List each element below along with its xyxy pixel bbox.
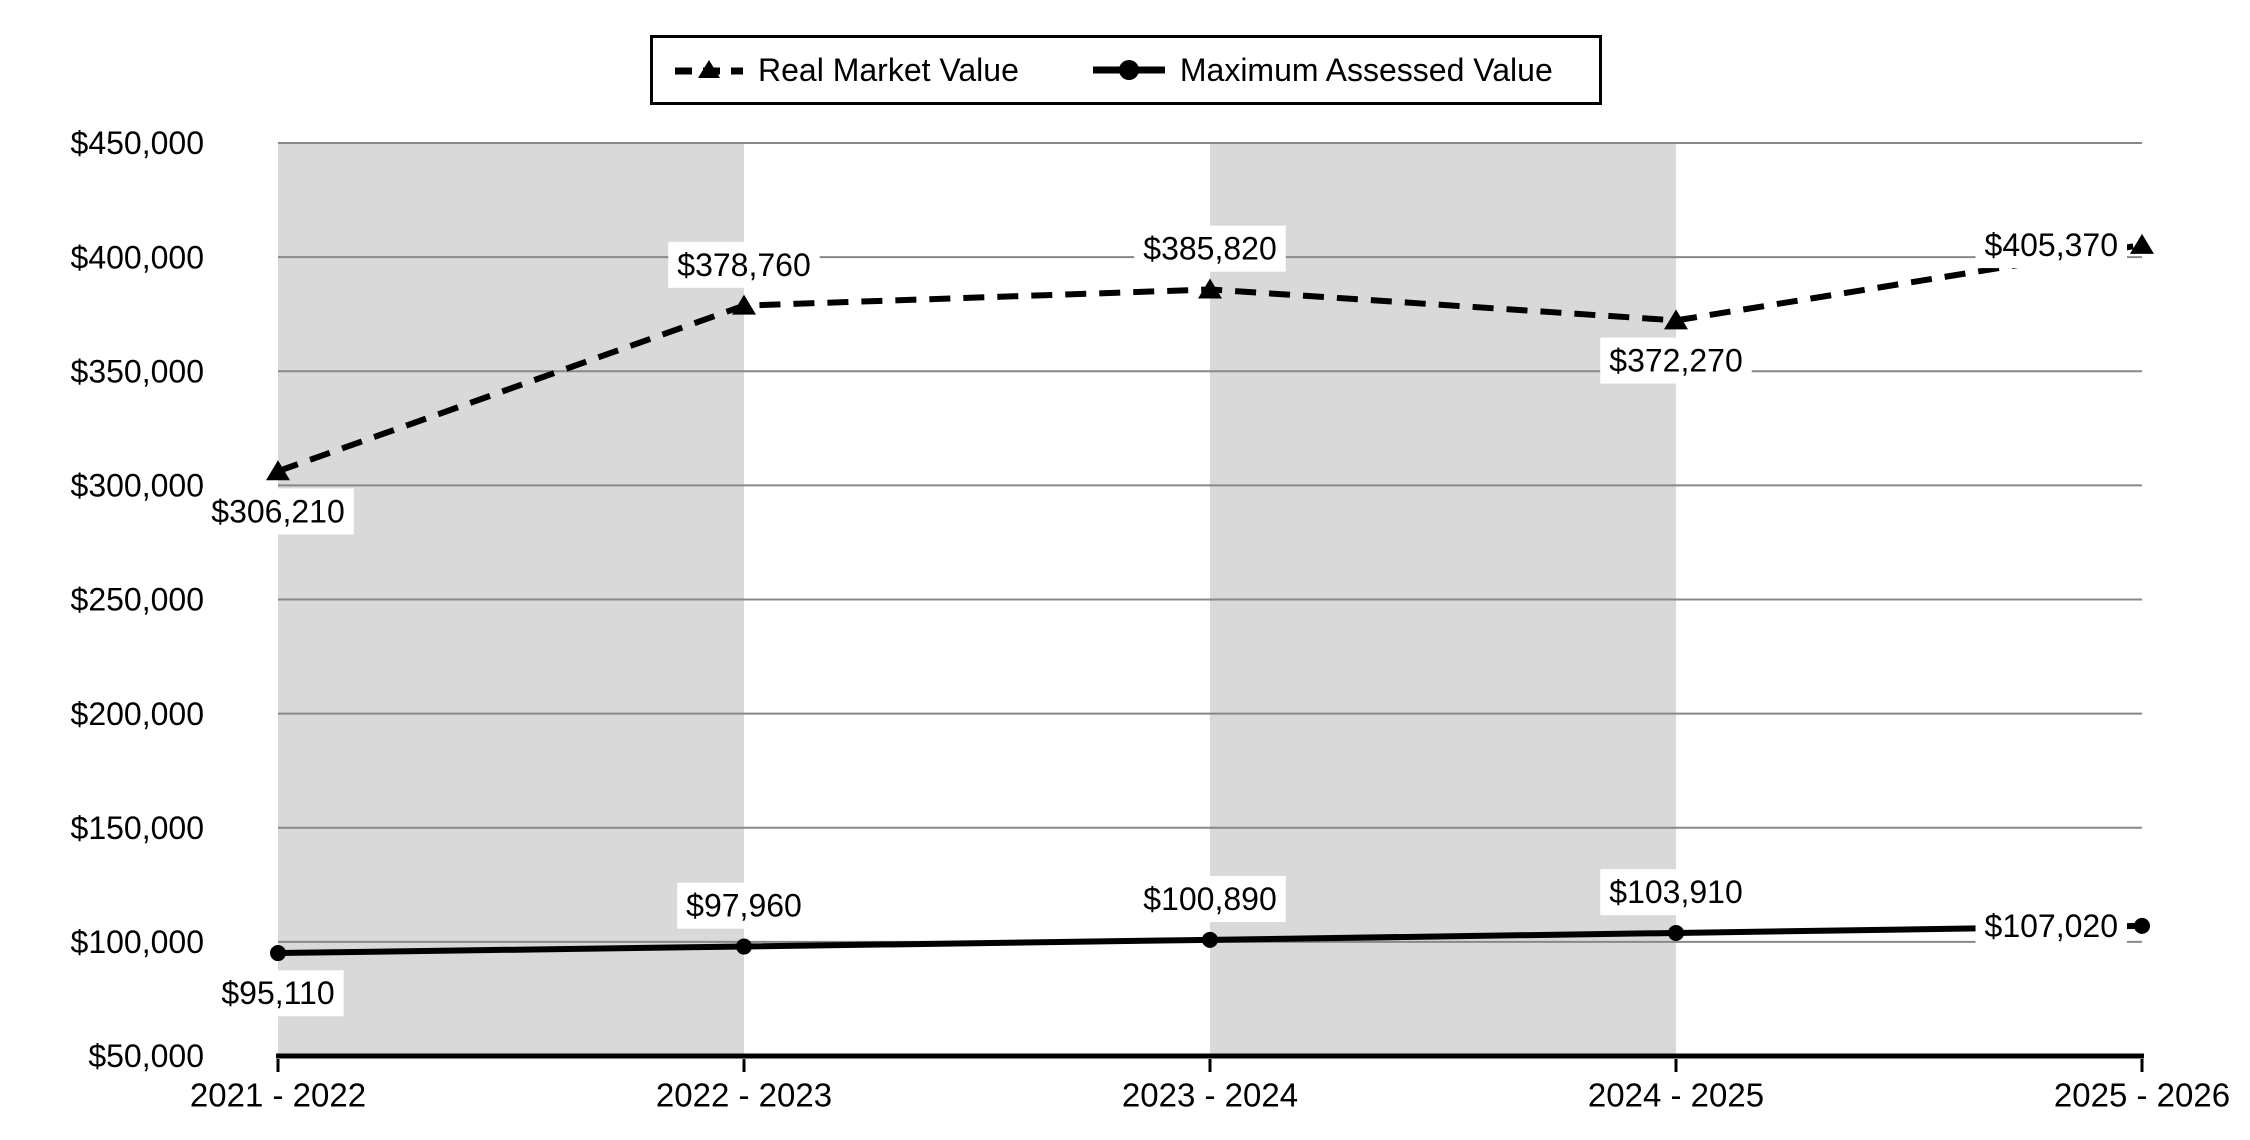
legend-item-real-market-value: Real Market Value (675, 54, 1019, 86)
circle-marker (1668, 924, 1684, 941)
x-tick-label: 2025 - 2026 (2054, 1077, 2230, 1114)
data-label-bg (1975, 222, 2127, 269)
y-tick-label: $100,000 (71, 924, 204, 960)
data-label: $107,020 (1985, 908, 2118, 944)
data-label: $378,760 (677, 247, 810, 283)
x-tick-label: 2024 - 2025 (1588, 1077, 1764, 1114)
x-tick-label: 2023 - 2024 (1122, 1077, 1298, 1114)
data-label-bg (212, 970, 344, 1017)
data-label: $405,370 (1985, 227, 2118, 263)
x-tick-label: 2022 - 2023 (656, 1077, 832, 1114)
data-label: $100,890 (1143, 881, 1276, 917)
circle-marker (270, 945, 286, 962)
data-label: $103,910 (1609, 874, 1742, 910)
data-label-bg (202, 488, 354, 535)
y-tick-label: $450,000 (71, 125, 204, 161)
data-label-bg (1600, 869, 1752, 916)
data-label-bg (1134, 225, 1286, 272)
triangle-marker (1198, 278, 1222, 299)
data-label-bg (1975, 903, 2127, 950)
y-tick-label: $150,000 (71, 810, 204, 846)
data-label: $306,210 (211, 493, 344, 529)
y-tick-label: $50,000 (88, 1038, 204, 1074)
solid-line-circle-icon (1092, 59, 1165, 81)
y-tick-label: $350,000 (71, 353, 204, 389)
data-label: $95,110 (221, 975, 334, 1011)
legend-label-real-market-value: Real Market Value (758, 52, 1019, 88)
data-label: $385,820 (1143, 231, 1276, 267)
data-label: $97,960 (686, 888, 802, 924)
y-tick-label: $400,000 (71, 239, 204, 275)
y-tick-label: $250,000 (71, 582, 204, 618)
triangle-marker (1664, 309, 1688, 330)
y-tick-label: $300,000 (71, 468, 204, 504)
circle-marker (736, 938, 752, 955)
data-label-bg (677, 882, 811, 929)
circle-marker (2134, 917, 2150, 934)
triangle-marker (732, 294, 756, 315)
dashed-line-triangle-icon (675, 59, 743, 81)
data-label-bg (1134, 876, 1286, 923)
circle-marker (1202, 931, 1218, 948)
legend: Real Market Value Maximum Assessed Value (650, 35, 1602, 105)
y-tick-label: $200,000 (71, 696, 204, 732)
triangle-marker (2130, 233, 2154, 254)
triangle-marker (266, 460, 290, 481)
legend-label-maximum-assessed-value: Maximum Assessed Value (1179, 52, 1553, 88)
data-label-bg (1600, 337, 1752, 384)
x-tick-label: 2021 - 2022 (190, 1077, 366, 1114)
legend-item-maximum-assessed-value: Maximum Assessed Value (1092, 52, 1553, 88)
data-label: $372,270 (1609, 343, 1742, 379)
data-label-bg (668, 241, 820, 288)
